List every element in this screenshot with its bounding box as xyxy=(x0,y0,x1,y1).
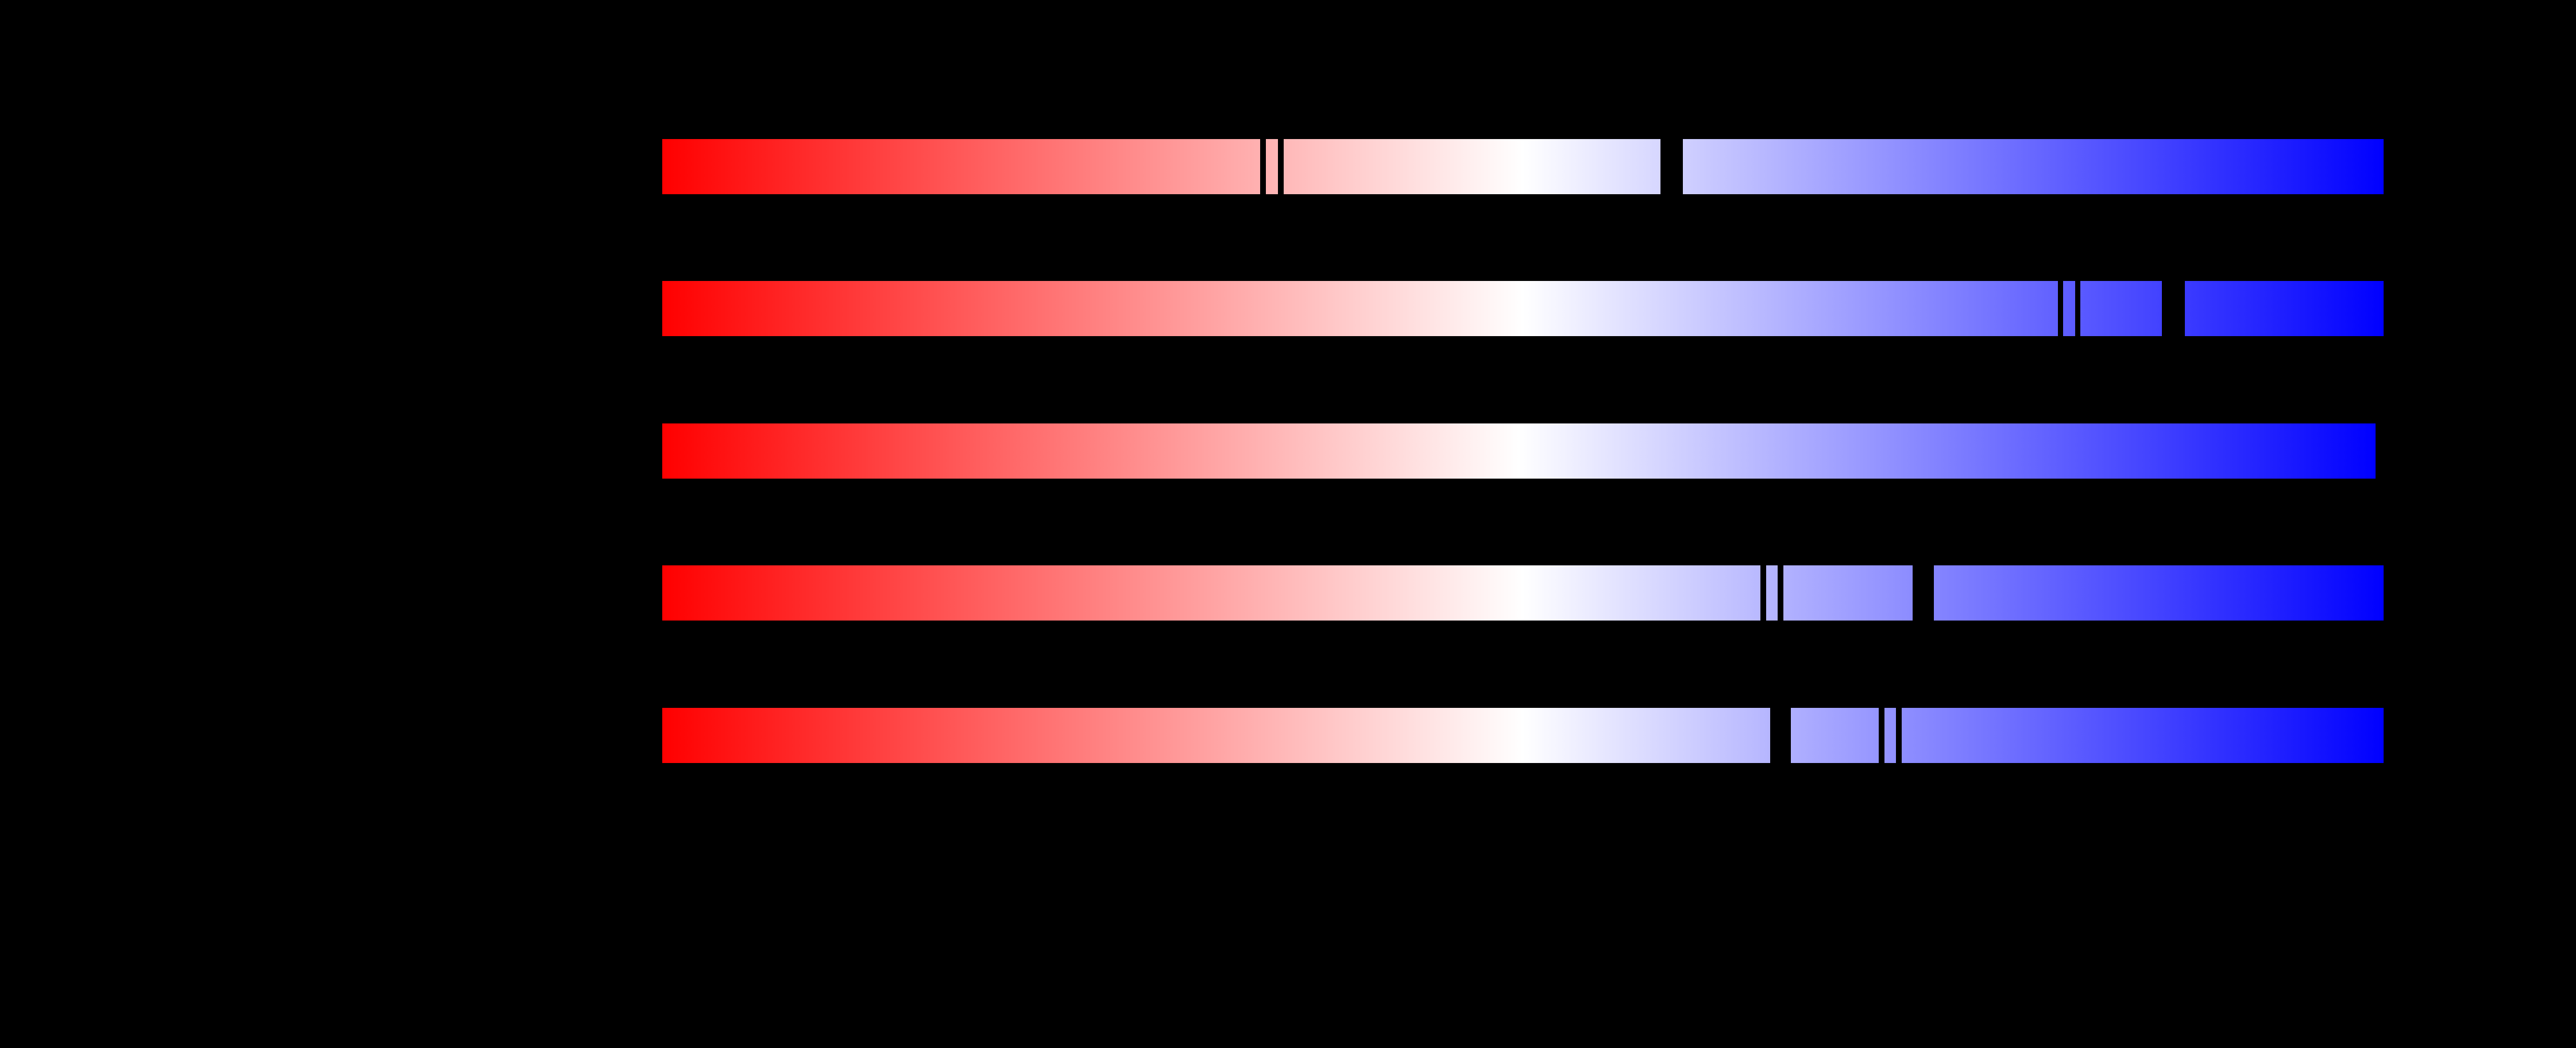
thin-marker-line xyxy=(1260,139,1266,194)
thin-marker-line xyxy=(1778,565,1783,621)
thick-marker-line xyxy=(1660,139,1683,194)
thin-marker-line xyxy=(1896,708,1902,763)
thick-marker-line xyxy=(2162,281,2185,336)
thin-marker-line xyxy=(1278,139,1284,194)
gradient-bar xyxy=(662,565,2384,621)
thin-marker-line xyxy=(2057,281,2063,336)
thick-marker-line xyxy=(1912,565,1934,621)
gradient-bar xyxy=(662,139,2384,194)
thin-marker-line xyxy=(2075,281,2080,336)
thin-marker-line xyxy=(1760,565,1766,621)
thick-marker-line xyxy=(1770,708,1791,763)
gradient-bar xyxy=(662,708,2384,763)
thin-marker-line xyxy=(1879,708,1884,763)
gradient-bar xyxy=(662,281,2384,336)
gradient-bar xyxy=(662,423,2376,479)
